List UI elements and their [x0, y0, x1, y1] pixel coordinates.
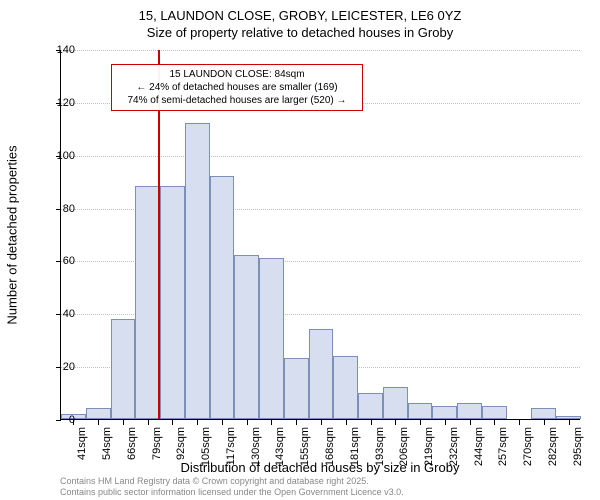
ytick-label: 20 — [45, 361, 75, 373]
histogram-bar — [210, 176, 235, 419]
annotation-line-2: ← 24% of detached houses are smaller (16… — [118, 81, 356, 94]
xtick-label: 130sqm — [250, 427, 262, 466]
xtick-label: 244sqm — [473, 427, 485, 466]
xtick-mark — [420, 420, 421, 425]
xtick-mark — [271, 420, 272, 425]
histogram-bar — [284, 358, 309, 419]
xtick-label: 117sqm — [225, 427, 237, 465]
plot-area: 15 LAUNDON CLOSE: 84sqm ← 24% of detache… — [60, 50, 580, 420]
xtick-label: 54sqm — [101, 427, 113, 460]
histogram-bar — [383, 387, 408, 419]
xtick-label: 257sqm — [497, 427, 509, 466]
xtick-label: 66sqm — [126, 427, 138, 460]
xtick-label: 232sqm — [448, 427, 460, 466]
title-line-1: 15, LAUNDON CLOSE, GROBY, LEICESTER, LE6… — [0, 8, 600, 25]
histogram-bar — [333, 356, 358, 419]
histogram-bar — [457, 403, 482, 419]
footer: Contains HM Land Registry data © Crown c… — [60, 476, 404, 498]
xtick-mark — [346, 420, 347, 425]
histogram-bar — [531, 408, 556, 419]
xtick-mark — [296, 420, 297, 425]
histogram-bar — [309, 329, 334, 419]
histogram-bar — [234, 255, 259, 419]
xtick-mark — [569, 420, 570, 425]
histogram-bar — [86, 408, 111, 419]
xtick-mark — [247, 420, 248, 425]
xtick-label: 282sqm — [547, 427, 559, 466]
histogram-bar — [482, 406, 507, 419]
xtick-mark — [172, 420, 173, 425]
xtick-mark — [222, 420, 223, 425]
xtick-label: 168sqm — [324, 427, 336, 466]
xtick-mark — [470, 420, 471, 425]
annotation-line-1: 15 LAUNDON CLOSE: 84sqm — [118, 68, 356, 81]
xtick-mark — [519, 420, 520, 425]
ytick-label: 100 — [45, 150, 75, 162]
footer-line-2: Contains public sector information licen… — [60, 487, 404, 498]
annotation-box: 15 LAUNDON CLOSE: 84sqm ← 24% of detache… — [111, 64, 363, 111]
gridline — [61, 50, 580, 51]
ytick-label: 0 — [45, 414, 75, 426]
xtick-mark — [395, 420, 396, 425]
xtick-mark — [321, 420, 322, 425]
xtick-label: 41sqm — [76, 427, 88, 460]
xtick-label: 79sqm — [151, 427, 163, 460]
xtick-label: 92sqm — [175, 427, 187, 460]
histogram-bar — [358, 393, 383, 419]
title-line-2: Size of property relative to detached ho… — [0, 25, 600, 42]
xtick-label: 193sqm — [374, 427, 386, 466]
xtick-label: 155sqm — [299, 427, 311, 466]
xtick-mark — [445, 420, 446, 425]
xtick-mark — [197, 420, 198, 425]
xtick-label: 295sqm — [572, 427, 584, 466]
gridline — [61, 156, 580, 157]
xtick-label: 143sqm — [274, 427, 286, 466]
histogram-bar — [160, 186, 185, 419]
histogram-bar — [408, 403, 433, 419]
histogram-bar — [432, 406, 457, 419]
histogram-bar — [111, 319, 136, 419]
histogram-bar — [185, 123, 210, 419]
histogram-bar — [556, 416, 581, 419]
histogram-bar — [259, 258, 284, 419]
xtick-mark — [123, 420, 124, 425]
xtick-mark — [148, 420, 149, 425]
xtick-mark — [98, 420, 99, 425]
xtick-label: 219sqm — [423, 427, 435, 466]
xtick-label: 270sqm — [522, 427, 534, 466]
xtick-label: 206sqm — [398, 427, 410, 466]
ytick-label: 140 — [45, 44, 75, 56]
chart-title: 15, LAUNDON CLOSE, GROBY, LEICESTER, LE6… — [0, 8, 600, 42]
annotation-line-3: 74% of semi-detached houses are larger (… — [118, 94, 356, 107]
y-axis-label: Number of detached properties — [5, 145, 20, 324]
xtick-mark — [544, 420, 545, 425]
ytick-label: 80 — [45, 203, 75, 215]
xtick-label: 181sqm — [349, 427, 361, 466]
xtick-mark — [371, 420, 372, 425]
chart-container: 15, LAUNDON CLOSE, GROBY, LEICESTER, LE6… — [0, 0, 600, 500]
xtick-label: 105sqm — [200, 427, 212, 466]
footer-line-1: Contains HM Land Registry data © Crown c… — [60, 476, 404, 487]
ytick-label: 40 — [45, 308, 75, 320]
ytick-label: 120 — [45, 97, 75, 109]
ytick-label: 60 — [45, 255, 75, 267]
histogram-bar — [135, 186, 160, 419]
xtick-mark — [494, 420, 495, 425]
